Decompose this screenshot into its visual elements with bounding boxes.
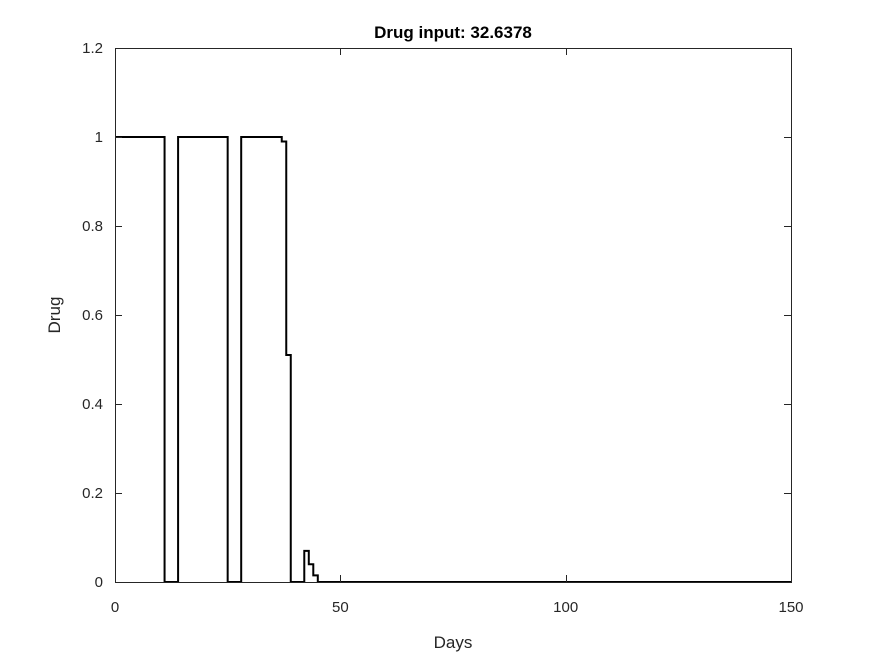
y-tick-label: 0.2 bbox=[82, 485, 103, 502]
y-tick-label: 1.2 bbox=[82, 40, 103, 57]
y-axis-label: Drug bbox=[45, 297, 64, 334]
x-tick-label: 100 bbox=[553, 599, 578, 616]
y-tick-label: 1 bbox=[95, 129, 103, 146]
y-tick-label: 0.4 bbox=[82, 396, 103, 413]
x-axis-label: Days bbox=[434, 633, 473, 652]
y-tick-label: 0.6 bbox=[82, 307, 103, 324]
series-layer bbox=[115, 136, 791, 583]
x-tick-label: 150 bbox=[778, 599, 803, 616]
y-tick-label: 0.8 bbox=[82, 218, 103, 235]
plot-area bbox=[115, 48, 791, 582]
tick-layer: 0 50 100 150 0 0.2 0.4 0.6 0.8 1 1.2 bbox=[82, 40, 803, 616]
series-line-0 bbox=[115, 136, 791, 583]
x-tick-label: 0 bbox=[111, 599, 119, 616]
x-tick-label: 50 bbox=[332, 599, 349, 616]
chart-title: Drug input: 32.6378 bbox=[374, 23, 532, 42]
y-tick-label: 0 bbox=[95, 574, 103, 591]
